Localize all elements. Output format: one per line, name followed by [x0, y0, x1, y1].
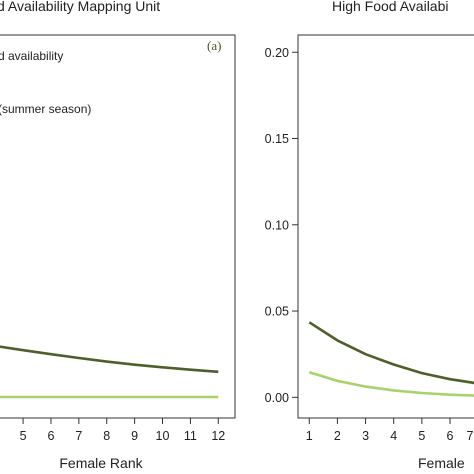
right-x-tick-label: 4	[390, 429, 397, 443]
right-series-line-2	[308, 371, 474, 397]
right-y-tick-label: 0.20	[265, 46, 289, 60]
left-x-tick-label: 7	[75, 429, 82, 443]
left-x-tick-label: 9	[131, 429, 138, 443]
right-series-group	[308, 321, 474, 397]
panel-right: High Food Availabi 0.000.050.100.150.20 …	[265, 0, 474, 471]
right-y-axis: 0.00 0.05 0.10 0.15 0.20	[265, 46, 298, 405]
left-x-tick-label: 8	[103, 429, 110, 443]
left-x-axis: 5 6 7 8 9 10 11 12	[20, 418, 225, 443]
right-series-line-1	[308, 321, 474, 385]
right-x-axis-title: Female	[418, 455, 465, 471]
right-x-tick-label: 6	[447, 429, 454, 443]
right-x-tick-label-edge: 7	[467, 429, 474, 443]
left-x-tick-label: 6	[47, 429, 54, 443]
left-chart-title: d Availability Mapping Unit	[0, 0, 160, 14]
right-y-tick-label: 0.05	[265, 305, 289, 319]
right-plot-frame	[297, 34, 474, 419]
left-x-tick-label: 11	[184, 429, 197, 443]
left-panel-label: (a)	[207, 38, 221, 53]
left-x-axis-title: Female Rank	[59, 455, 143, 471]
left-series-line-1	[0, 345, 219, 374]
panel-left: d Availability Mapping Unit (a) d availa…	[0, 0, 236, 471]
right-y-tick-label: 0.10	[265, 218, 289, 232]
left-series-group	[0, 345, 219, 399]
right-y-tick-label: 0.15	[265, 132, 289, 146]
legend-entry-1: d availability	[0, 49, 63, 63]
legend-entry-2: (summer season)	[0, 102, 91, 116]
left-plot-frame	[0, 34, 236, 419]
left-x-tick-label: 12	[211, 429, 225, 443]
right-x-tick-label: 2	[334, 429, 341, 443]
right-x-tick-label: 3	[362, 429, 369, 443]
right-x-tick-label: 5	[418, 429, 425, 443]
right-x-tick-label: 1	[306, 429, 313, 443]
right-y-tick-label: 0.00	[265, 391, 289, 405]
left-x-tick-label: 10	[156, 429, 170, 443]
left-x-tick-label: 5	[20, 429, 27, 443]
right-chart-title: High Food Availabi	[332, 0, 448, 14]
